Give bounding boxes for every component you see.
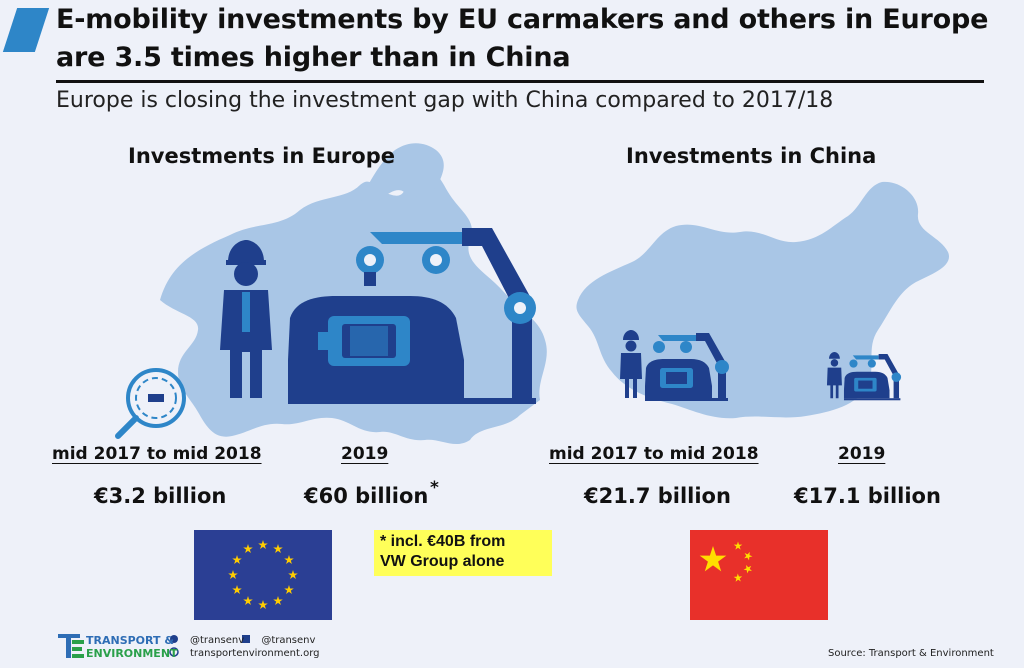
china-period-1-label: mid 2017 to mid 2018 bbox=[549, 444, 759, 464]
china-small-star-icon bbox=[733, 541, 743, 550]
china-value-2: €17.1 billion bbox=[794, 484, 941, 508]
china-period-2-label: 2019 bbox=[838, 444, 886, 464]
website-link[interactable]: transportenvironment.org bbox=[190, 648, 320, 659]
eu-star-icon bbox=[273, 595, 283, 606]
source-note: Source: Transport & Environment bbox=[828, 648, 994, 659]
uk-map-icon bbox=[190, 245, 228, 319]
eu-flag-icon bbox=[194, 530, 332, 620]
facebook-handle[interactable]: @transenv bbox=[261, 635, 316, 646]
china-value-1: €21.7 billion bbox=[584, 484, 731, 508]
eu-star-icon bbox=[284, 555, 294, 565]
europe-period-2-label: 2019 bbox=[341, 444, 389, 464]
magnifier-icon bbox=[115, 368, 186, 439]
org-name-line-2: ENVIRONMENT bbox=[86, 647, 178, 660]
eu-star-icon bbox=[228, 570, 238, 580]
org-name-line-1: TRANSPORT & bbox=[86, 634, 174, 647]
china-heading: Investments in China bbox=[626, 144, 877, 168]
globe-icon bbox=[169, 647, 179, 657]
china-flag-icon bbox=[690, 530, 828, 620]
footnote-line-2: VW Group alone bbox=[380, 553, 505, 570]
china-small-star-icon bbox=[744, 551, 753, 561]
twitter-handle[interactable]: @transenv bbox=[190, 635, 245, 646]
eu-star-icon bbox=[243, 544, 253, 554]
factory-robot-icon-china-1 bbox=[620, 330, 729, 401]
eu-star-icon bbox=[258, 600, 268, 610]
factory-robot-icon-europe bbox=[288, 228, 536, 404]
title-line-1: E-mobility investments by EU carmakers a… bbox=[56, 4, 989, 35]
china-map-icon bbox=[576, 181, 950, 419]
eu-star-icon bbox=[273, 544, 283, 554]
eu-star-icon bbox=[232, 585, 242, 595]
china-small-star-icon bbox=[743, 564, 752, 574]
eu-star-icon bbox=[243, 595, 253, 606]
eu-star-icon bbox=[284, 585, 294, 595]
europe-value-2: €60 billion bbox=[304, 484, 429, 508]
eu-star-icon bbox=[232, 555, 242, 565]
europe-period-1-label: mid 2017 to mid 2018 bbox=[52, 444, 262, 464]
social-links: @transenv @transenv transportenvironment… bbox=[180, 634, 319, 660]
title-divider bbox=[56, 80, 984, 83]
org-name: TRANSPORT & ENVIRONMENT bbox=[86, 634, 178, 660]
scandinavia-map-icon bbox=[360, 143, 444, 205]
factory-robot-icon-china-2 bbox=[826, 352, 902, 401]
facebook-icon bbox=[242, 635, 250, 643]
europe-value-2-footnote-mark: * bbox=[430, 478, 439, 498]
worker-icon-europe bbox=[220, 240, 272, 398]
eu-star-icon bbox=[258, 540, 268, 550]
twitter-icon bbox=[170, 635, 178, 643]
title-line-2: are 3.5 times higher than in China bbox=[56, 42, 571, 73]
eu-star-icon bbox=[288, 570, 298, 580]
footnote-line-1: * incl. €40B from bbox=[380, 533, 506, 550]
footnote-box: * incl. €40B from VW Group alone bbox=[374, 530, 552, 576]
subtitle: Europe is closing the investment gap wit… bbox=[56, 88, 834, 113]
te-logo-icon bbox=[58, 634, 84, 658]
europe-heading: Investments in Europe bbox=[128, 144, 395, 168]
europe-value-1: €3.2 billion bbox=[94, 484, 227, 508]
china-small-star-icon bbox=[733, 573, 743, 582]
